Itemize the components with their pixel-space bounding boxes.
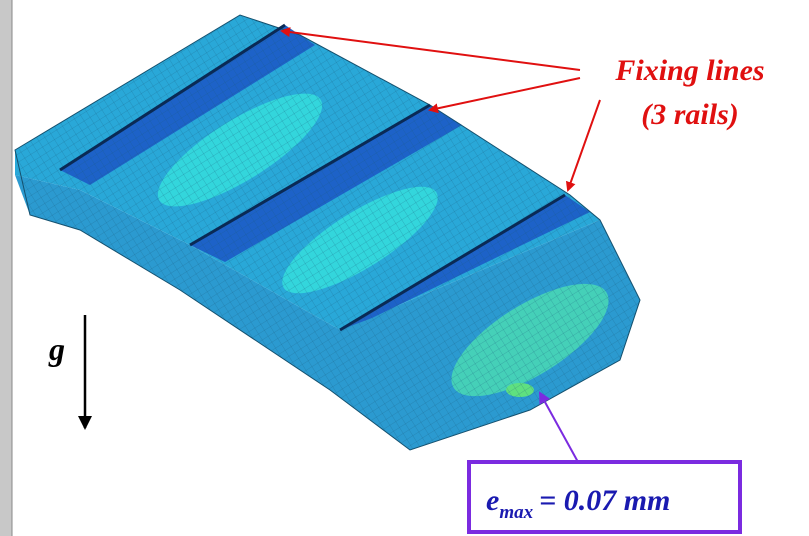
figure: Fixing lines (3 rails) g emax = 0.07 mm [0, 0, 809, 536]
emax-subscript: max [499, 502, 533, 523]
fixing-label: Fixing lines [614, 54, 764, 87]
emax-value: = 0.07 mm [539, 484, 670, 517]
fixing-sublabel: (3 rails) [641, 98, 739, 131]
page: {"annotations": {"fixing_label": "Fixing… [0, 0, 809, 536]
arrow [568, 100, 600, 190]
side-bar [0, 0, 12, 536]
emax-symbol: e [486, 484, 499, 517]
gravity-label: g [48, 331, 65, 367]
fem-model [15, 15, 640, 450]
emax-arrow [540, 393, 578, 462]
mesh [15, 15, 640, 450]
arrow [430, 78, 580, 110]
